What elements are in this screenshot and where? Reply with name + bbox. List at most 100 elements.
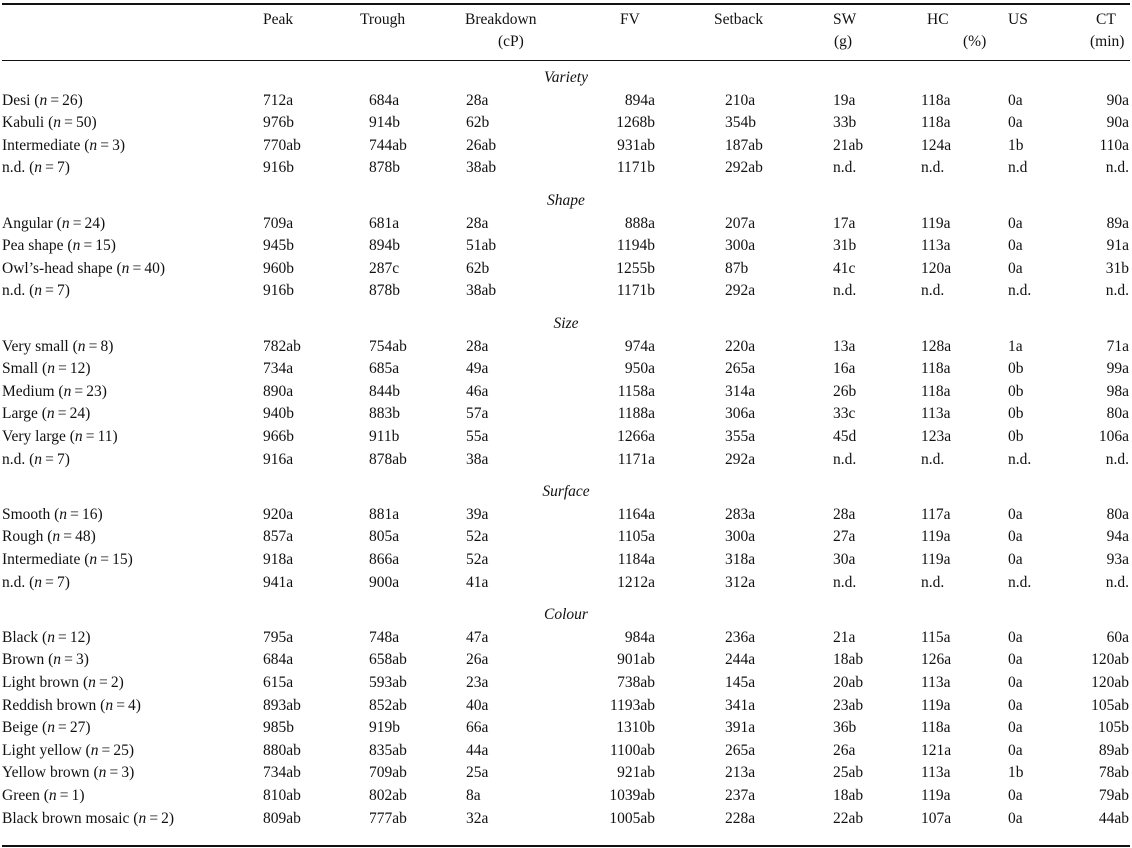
cell-sw: 26a	[833, 741, 856, 759]
row-label-equals: =	[47, 91, 63, 109]
cell-fv: 894a	[624, 91, 655, 109]
row-label-paren: )	[85, 719, 91, 737]
cell-hc: 126a	[921, 651, 952, 669]
row-label-equals: =	[60, 528, 76, 546]
row-label-name: Reddish brown	[2, 696, 97, 714]
row-label-equals: =	[71, 382, 87, 400]
cell-fv: 1194b	[616, 237, 655, 255]
row-label-count: 15	[95, 237, 111, 255]
cell-fv: 888a	[624, 214, 655, 232]
row-label-name: Medium	[2, 382, 55, 400]
cell-setback: 314a	[725, 382, 756, 400]
row-label-paren: (	[68, 337, 78, 355]
cell-breakdown: 46a	[466, 382, 489, 400]
row-label-name: Desi	[2, 91, 31, 109]
cell-us: 1a	[1008, 337, 1023, 355]
row-label-name: Beige	[2, 719, 39, 737]
cell-breakdown: 39a	[466, 505, 489, 523]
cell-us: 0a	[1008, 628, 1023, 646]
row-label-n-symbol: n	[77, 337, 86, 355]
cell-breakdown: 26a	[466, 651, 489, 669]
cell-sw: 45d	[833, 428, 857, 445]
row-label-count: 24	[69, 405, 86, 423]
cell-setback: 354b	[725, 114, 756, 132]
row-label-name: n.d.	[2, 573, 26, 591]
cell-trough: 744ab	[369, 136, 407, 154]
col-header-sw-unit: (g)	[834, 33, 853, 50]
cell-us: n.d.	[1008, 573, 1032, 591]
row-label-n-symbol: n	[39, 91, 48, 109]
row-label-name: Smooth	[2, 505, 51, 523]
cell-breakdown: 41a	[466, 573, 489, 591]
row-label-paren: )	[112, 428, 118, 445]
row-label: Very small (n = 8)	[2, 338, 113, 356]
row-label: Intermediate (n = 3)	[2, 137, 125, 155]
row-label-paren: (	[25, 573, 35, 591]
cell-trough: 883b	[369, 405, 400, 423]
cell-ct: 60a	[1106, 628, 1129, 646]
cell-ct: 94a	[1106, 528, 1129, 546]
row-label-paren: )	[119, 136, 125, 154]
cell-setback: 187ab	[725, 136, 763, 154]
row-label-paren: )	[135, 696, 141, 714]
row-label-name: Brown	[2, 651, 45, 669]
row-label-paren: )	[64, 282, 70, 300]
cell-breakdown: 66a	[466, 719, 489, 737]
cell-sw: 30a	[833, 551, 856, 568]
cell-us: 0a	[1008, 696, 1023, 714]
cell-us: 0a	[1008, 91, 1023, 109]
col-header-trough: Trough	[360, 11, 406, 28]
cell-hc: 118a	[921, 114, 951, 132]
row-label: Beige (n = 27)	[2, 719, 91, 737]
row-label-equals: =	[54, 405, 70, 423]
row-label: n.d. (n = 7)	[2, 451, 70, 469]
cell-trough: 709ab	[369, 764, 407, 782]
row-label-paren: )	[77, 91, 83, 109]
row-label-count: 24	[84, 214, 101, 232]
cell-trough: 685a	[369, 360, 400, 378]
cell-breakdown: 52a	[466, 551, 489, 568]
row-label-n-symbol: n	[121, 259, 130, 277]
row-label-paren: )	[85, 628, 91, 646]
cell-peak: 684a	[263, 651, 294, 669]
cell-breakdown: 25a	[466, 764, 489, 782]
row-label-equals: =	[54, 360, 70, 378]
cell-setback: 87b	[725, 259, 749, 277]
cell-us: n.d	[1008, 159, 1028, 177]
row-label: Brown (n = 3)	[2, 651, 89, 669]
row-label-paren: )	[108, 337, 114, 355]
row-label-paren: (	[25, 450, 35, 468]
row-label-equals: =	[97, 551, 113, 568]
cell-fv: 901ab	[617, 651, 655, 669]
row-label-paren: (	[54, 382, 64, 400]
cell-sw: 25ab	[833, 764, 864, 782]
row-label-equals: =	[146, 809, 162, 827]
cell-trough: 911b	[369, 428, 400, 445]
cell-us: n.d.	[1008, 282, 1032, 300]
cell-ct: 78ab	[1098, 764, 1129, 782]
row-label-n-symbol: n	[59, 505, 68, 523]
cell-peak: 920a	[263, 505, 294, 523]
cell-peak: 893ab	[263, 696, 301, 714]
cell-hc: 117a	[921, 505, 951, 523]
cell-us: 0a	[1008, 214, 1023, 232]
cell-fv: 1005ab	[609, 809, 655, 827]
row-label-name: n.d.	[2, 450, 26, 468]
cell-setback: 292ab	[725, 159, 763, 177]
cell-peak: 734ab	[263, 764, 301, 782]
row-label-paren: (	[39, 787, 49, 804]
row-label-paren: )	[97, 505, 103, 523]
row-label-paren: (	[38, 719, 48, 737]
row-label-paren: )	[85, 360, 91, 378]
cell-sw: 23ab	[833, 696, 864, 714]
cell-ct: 120ab	[1091, 674, 1129, 691]
row-label-paren: (	[25, 159, 35, 177]
cell-trough: 287c	[369, 259, 400, 277]
row-label-n-symbol: n	[53, 651, 61, 669]
row-label-paren: )	[100, 214, 106, 232]
cell-breakdown: 44a	[466, 741, 489, 759]
row-label-n-symbol: n	[48, 787, 57, 804]
row-label-name: Small	[2, 360, 39, 378]
row-label-paren: (	[65, 428, 75, 445]
cell-trough: 866a	[369, 551, 400, 568]
